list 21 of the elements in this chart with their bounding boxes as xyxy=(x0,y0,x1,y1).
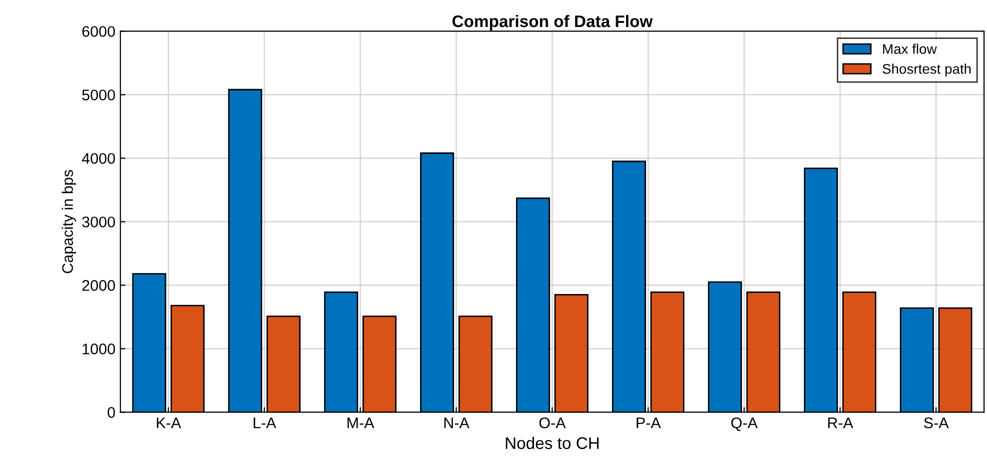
legend-label: Shosrtest path xyxy=(882,64,971,77)
y-tick-label: 6000 xyxy=(82,26,115,37)
x-tick-label: M-A xyxy=(348,418,374,428)
x-tick-label: K-A xyxy=(156,418,182,428)
x-tick-label: O-A xyxy=(539,417,566,428)
x-tick-label: N-A xyxy=(444,418,470,428)
y-tick-label: 2000 xyxy=(82,280,115,291)
x-axis-title: Nodes to CH xyxy=(506,436,599,450)
x-tick-label: S-A xyxy=(924,417,949,428)
y-tick-label: 3000 xyxy=(82,216,115,228)
y-tick-label: 1000 xyxy=(82,344,115,354)
legend-label: Max flow xyxy=(883,44,937,54)
x-tick-label: Q-A xyxy=(731,417,758,431)
y-tick-label: 4000 xyxy=(82,153,115,164)
x-tick-label: R-A xyxy=(828,418,854,428)
y-tick-label: 0 xyxy=(108,407,115,418)
chart-title: Comparison of Data Flow xyxy=(452,14,653,31)
y-axis-title: Capacity in bps xyxy=(62,170,76,274)
x-tick-label: P-A xyxy=(636,418,661,428)
y-tick-label: 5000 xyxy=(82,90,115,100)
x-tick-label: L-A xyxy=(254,418,276,428)
